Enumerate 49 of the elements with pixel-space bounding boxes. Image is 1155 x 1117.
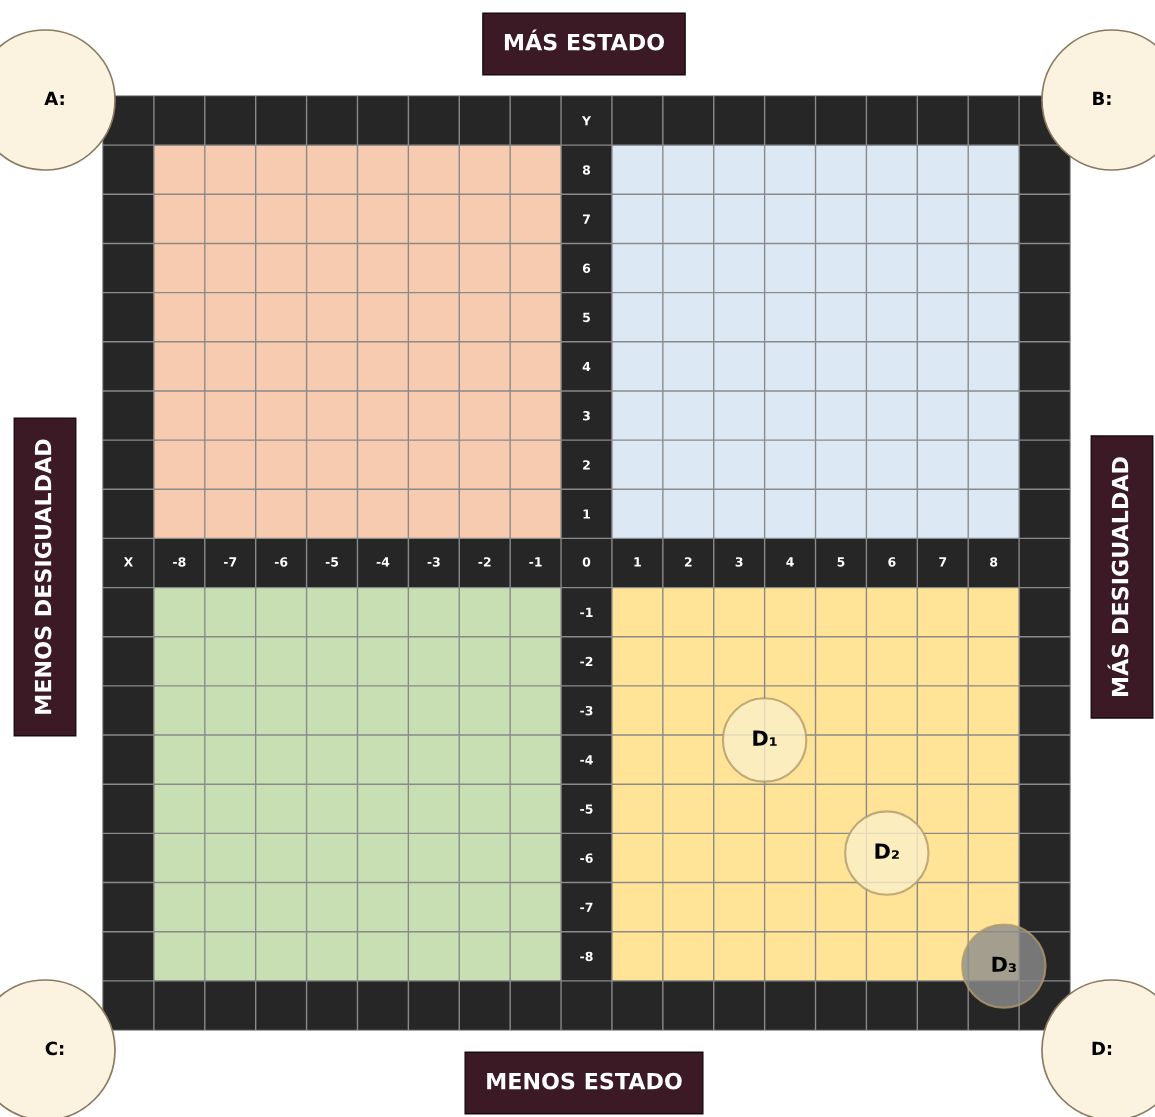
- y-tick-label: 6: [582, 263, 591, 273]
- point: [721, 697, 808, 783]
- annotation: D₃: [992, 956, 1016, 973]
- y-tick-label: -5: [580, 804, 593, 814]
- x-tick-label: 3: [735, 557, 743, 567]
- x-axis-title: MENOS ESTADO: [487, 1072, 682, 1090]
- x-tick-label: 1: [634, 557, 641, 567]
- y-tick-label: 7: [582, 214, 590, 224]
- y2-axis-title: MÁS DESIGUALDAD: [1107, 457, 1129, 696]
- x-tick-label: 5: [837, 557, 845, 567]
- x-tick-label: -4: [376, 557, 390, 567]
- x-tick-label: -1: [529, 557, 542, 567]
- x-tick-label: 7: [939, 557, 947, 567]
- text: A:: [44, 91, 64, 105]
- y-tick-label: -3: [580, 705, 593, 716]
- y-tick-label: 1: [583, 509, 590, 519]
- text: D:: [1092, 1041, 1112, 1055]
- y-tick-label: 4: [582, 362, 591, 372]
- y-tick-label: -7: [580, 902, 593, 912]
- y-tick-label: Y: [581, 116, 592, 126]
- x-tick-label: 8: [990, 557, 998, 567]
- x-tick-label: 2: [684, 557, 692, 567]
- text: B:: [1093, 91, 1111, 105]
- point: [844, 810, 930, 896]
- annotation: D₂: [875, 843, 899, 859]
- x-tick-label: 6: [888, 557, 896, 567]
- x-tick-label: 4: [786, 557, 794, 567]
- y-tick-label: -4: [580, 755, 593, 765]
- x-tick-label: -7: [223, 557, 237, 567]
- x-tick-label: -2: [478, 557, 491, 567]
- y-tick-label: 8: [582, 165, 591, 175]
- annotation: D₁: [753, 730, 777, 746]
- y-tick-label: -6: [580, 853, 593, 863]
- text: C:: [45, 1041, 64, 1056]
- x-tick-label: X: [123, 557, 134, 567]
- y-axis-title: MENOS DESIGUALDAD: [34, 439, 52, 714]
- x-tick-label: -5: [325, 557, 339, 567]
- y-tick-label: -8: [580, 951, 593, 962]
- x-tick-label: -6: [274, 557, 288, 567]
- chart-title: MÁS ESTADO: [504, 29, 664, 51]
- y-tick-label: 3: [582, 411, 590, 421]
- x-tick-label: -3: [427, 557, 440, 567]
- y-tick-label: -2: [580, 656, 593, 667]
- x-tick-label: -8: [173, 557, 186, 567]
- y-tick-label: 5: [583, 312, 590, 323]
- y-tick-label: -1: [580, 607, 593, 617]
- point: [961, 923, 1047, 1009]
- y-tick-label: 2: [583, 460, 590, 470]
- x-tick-label: 0: [582, 557, 591, 567]
